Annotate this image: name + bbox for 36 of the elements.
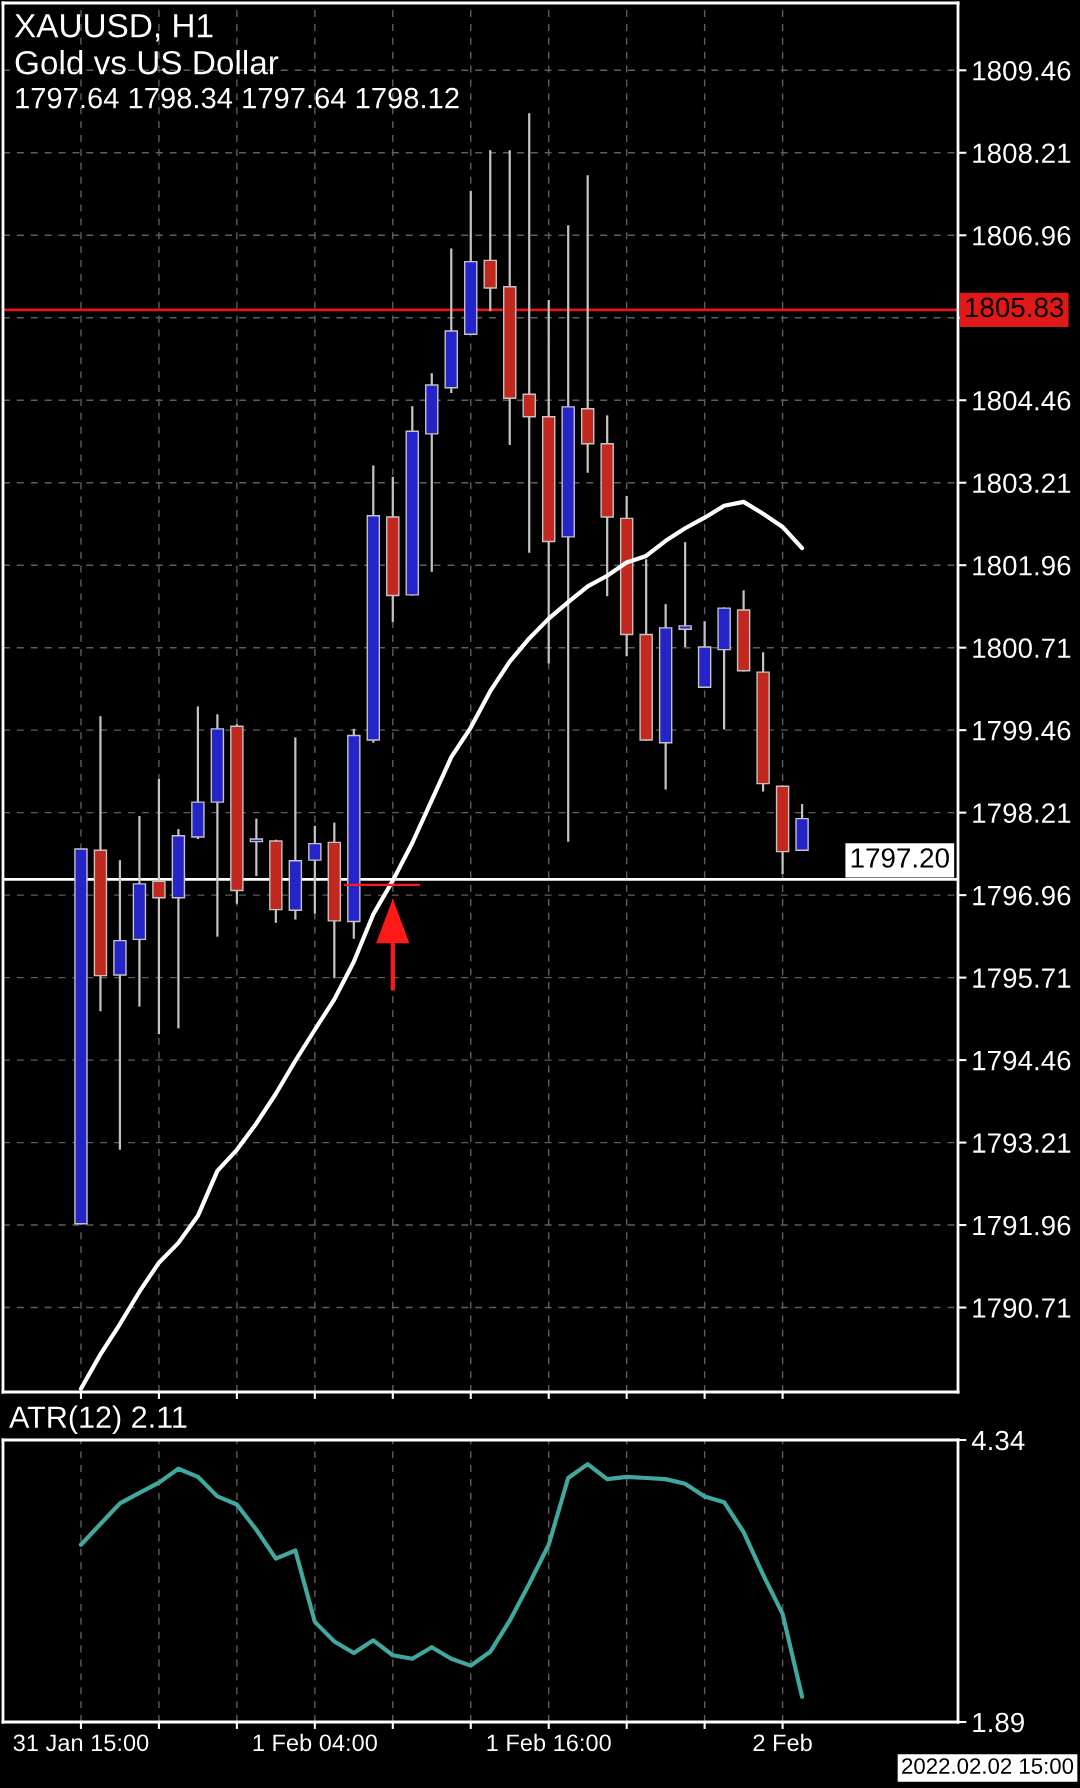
y-tick-label: 1804.46 <box>973 390 1071 411</box>
y-tick-label: 1791.96 <box>973 1215 1071 1236</box>
y-tick-label: 1798.21 <box>973 803 1071 823</box>
candlestick <box>113 859 127 1151</box>
ref-line-label: 1805.83 <box>966 297 1064 318</box>
candlestick <box>308 824 322 915</box>
y-tick-label: 1799.46 <box>973 720 1071 741</box>
annotation: 1797.64 1798.34 1797.64 1798.12 <box>16 87 459 109</box>
chart-title: XAUUSD, H1 <box>14 13 213 42</box>
x-tick-label: 31 Jan 15:00 <box>13 1734 149 1752</box>
line-series <box>78 1462 805 1699</box>
y-tick-label: 1800.71 <box>973 638 1071 659</box>
candlestick <box>580 174 595 474</box>
x-tick-label: 2 Feb <box>753 1733 812 1752</box>
y-tick-label: 4.34 <box>971 1430 1025 1451</box>
x-tick-label: 1 Feb 04:00 <box>253 1733 377 1752</box>
y-tick-label: 1793.21 <box>973 1133 1071 1153</box>
x-tick-label: 1 Feb 16:00 <box>487 1733 611 1752</box>
candlestick <box>152 777 166 1036</box>
candlestick <box>678 540 692 649</box>
candlestick <box>522 112 536 554</box>
y-tick-label: 1801.96 <box>973 555 1071 576</box>
y-tick-label: 1.89 <box>973 1712 1024 1733</box>
y-tick-label: 1795.71 <box>973 968 1071 988</box>
y-tick-label: 1794.46 <box>973 1050 1071 1071</box>
y-tick-label: 1808.21 <box>973 143 1071 164</box>
y-tick-label: 1790.71 <box>973 1298 1071 1318</box>
y-tick-label: 1796.96 <box>973 885 1071 906</box>
y-tick-label: 1809.46 <box>973 60 1071 81</box>
ref-line-label: 1797.20 <box>851 848 949 868</box>
y-tick-label: 1806.96 <box>973 225 1071 246</box>
text: Gold vs US Dollar <box>15 50 279 75</box>
text: 2022.02.02 15:00 <box>902 1758 1074 1774</box>
chart-title: ATR(12) 2.11 <box>9 1405 187 1434</box>
y-tick-label: 1803.21 <box>973 473 1071 494</box>
candlestick <box>249 817 264 878</box>
